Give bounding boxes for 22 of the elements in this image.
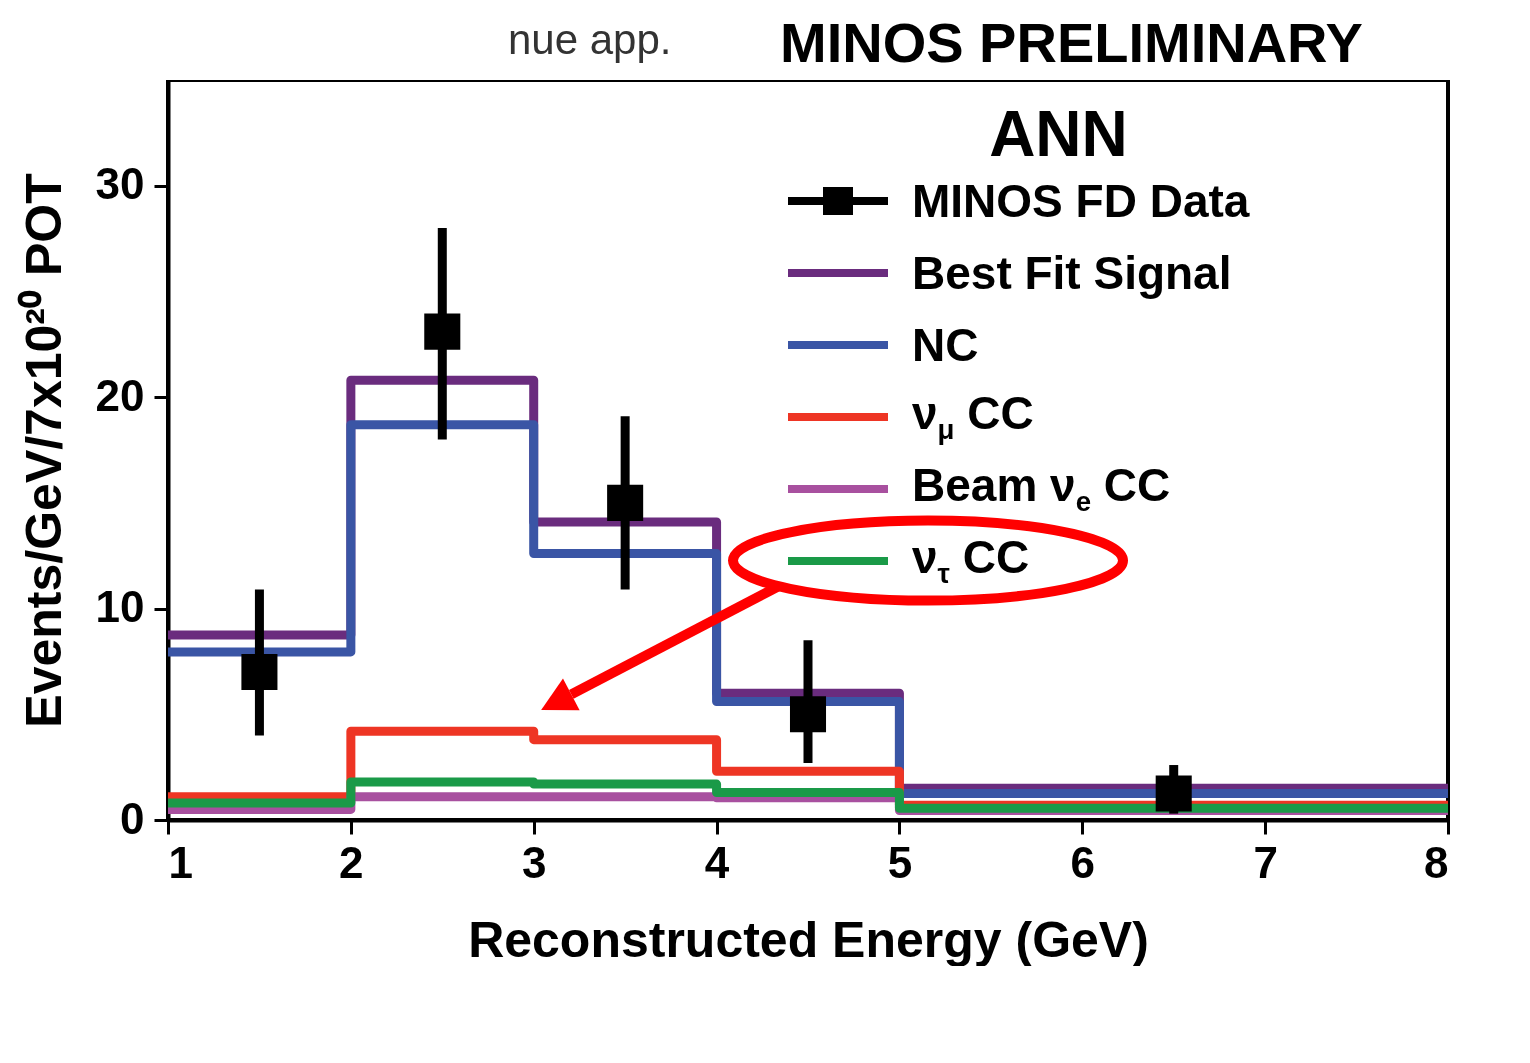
x-tick-label: 4 [704, 837, 730, 887]
y-tick-label: 20 [95, 370, 145, 420]
x-tick-label: 5 [887, 837, 913, 887]
x-tick-label: 2 [339, 837, 364, 887]
legend-label: Best Fit Signal [912, 245, 1232, 300]
legend-label: Beam ν$_{e}$ CC [912, 458, 1171, 519]
x-tick-label: 3 [521, 837, 547, 887]
x-tick-label: 8 [1424, 837, 1449, 887]
x-tick-label: 1 [168, 837, 193, 887]
text: nue app. [508, 16, 672, 64]
legend-label: ν$_{μ}$ CC [912, 386, 1034, 447]
y-tick-label: 0 [120, 793, 145, 843]
legend-label: MINOS FD Data [912, 173, 1250, 228]
annotation: ANN [989, 96, 1128, 171]
legend-label: NC [912, 317, 979, 372]
x-tick-label: 7 [1253, 837, 1278, 887]
y-tick-label: 10 [95, 582, 145, 632]
legend-label: ν$_{τ}$ CC [912, 530, 1030, 591]
chart-title: MINOS PRELIMINARY [780, 10, 1363, 75]
y-axis-title: Events/GeV/7x10²⁰ POT [15, 173, 72, 728]
y-tick-label: 30 [95, 159, 145, 209]
x-tick-label: 6 [1070, 837, 1096, 887]
